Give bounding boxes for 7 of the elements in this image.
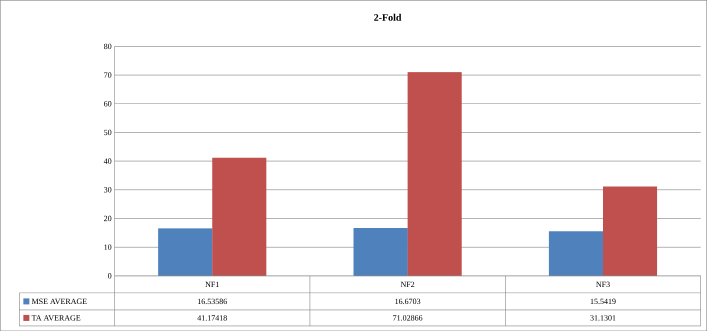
bar (212, 158, 266, 276)
bar (158, 228, 212, 276)
chart-title: 2-Fold (374, 14, 402, 21)
bar (408, 72, 462, 276)
bar (354, 228, 408, 276)
bar (548, 231, 603, 276)
bar (603, 186, 658, 276)
